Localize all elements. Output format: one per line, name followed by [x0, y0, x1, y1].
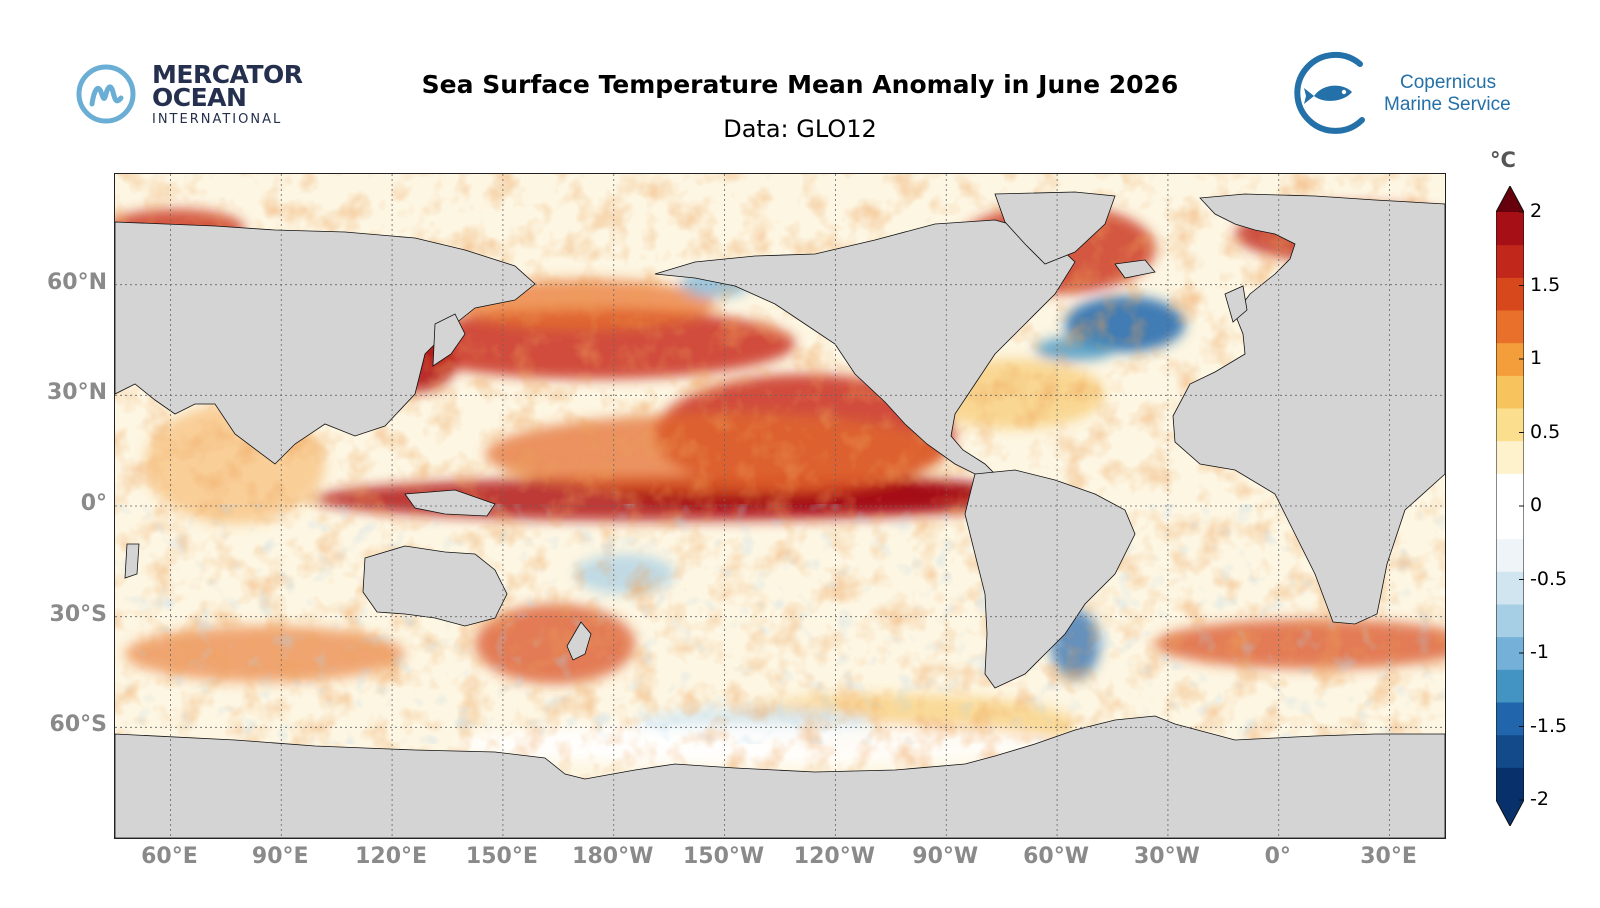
logo-left-line1: MERCATOR: [152, 60, 303, 89]
logo-right-line2: Marine Service: [1384, 94, 1511, 115]
lat-label: 60°S: [49, 712, 107, 738]
colorbar-segment: [1496, 212, 1524, 246]
land-antarctica: [115, 715, 1445, 838]
copernicus-marine-logo: Copernicus Marine Service: [1290, 48, 1540, 138]
land-japan: [432, 313, 466, 367]
land-europe-africa: [1172, 193, 1445, 625]
lat-label: 0°: [80, 491, 107, 516]
lon-label: 60°E: [141, 844, 198, 869]
land-iceland: [1114, 259, 1156, 279]
lon-label: 120°E: [355, 844, 428, 869]
land: [115, 191, 1445, 838]
land-south-america: [964, 469, 1136, 689]
colorbar-segment: [1496, 604, 1524, 638]
colorbar-tick-label: 1.5: [1530, 273, 1561, 296]
land-uk: [1224, 285, 1248, 323]
colorbar-tick-label: -1.5: [1530, 714, 1568, 737]
colorbar-extend-max: [1496, 186, 1524, 212]
land-asia: [115, 221, 536, 465]
lon-label: 30°W: [1133, 844, 1200, 869]
colorbar-segment: [1496, 506, 1524, 540]
lon-label: 150°E: [465, 844, 538, 869]
land-greenland: [994, 191, 1116, 265]
colorbar-segment: [1496, 538, 1524, 572]
logo-left-line2: OCEAN: [152, 83, 247, 112]
mercator-ocean-logo: MERCATOR OCEAN INTERNATIONAL: [74, 58, 314, 133]
lon-label: 60°W: [1023, 844, 1090, 869]
colorbar-tick-label: -1: [1530, 641, 1549, 663]
page-title: Sea Surface Temperature Mean Anomaly in …: [421, 70, 1179, 99]
mercator-m-icon: [76, 64, 136, 124]
land-new-zealand: [566, 621, 592, 661]
colorbar-segment: [1496, 244, 1524, 278]
sst-anomaly-map: [114, 173, 1446, 839]
colorbar-segment: [1496, 310, 1524, 344]
lon-label: 90°W: [912, 844, 979, 869]
colorbar: [1495, 184, 1525, 828]
fish-icon: [1294, 51, 1365, 134]
lon-label: 0°: [1264, 844, 1291, 869]
lon-label: 30°E: [1360, 844, 1417, 869]
logo-right-line1: Copernicus: [1400, 72, 1497, 93]
lon-label: 150°W: [682, 844, 765, 869]
colorbar-tick-label: -2: [1530, 788, 1549, 810]
colorbar-segment: [1496, 408, 1524, 442]
land-indonesia: [404, 489, 496, 517]
colorbar-segment: [1496, 734, 1524, 768]
gridlines: [115, 174, 1445, 838]
colorbar-tick-label: 0: [1530, 494, 1543, 516]
colorbar-segment: [1496, 669, 1524, 703]
colorbar-segment: [1496, 571, 1524, 605]
lat-label: 30°N: [46, 380, 107, 406]
lon-label: 120°W: [793, 844, 875, 869]
colorbar-segment: [1496, 767, 1524, 801]
colorbar-segment: [1496, 473, 1524, 507]
colorbar-segment: [1496, 702, 1524, 736]
land-madagascar: [124, 543, 140, 579]
colorbar-segment: [1496, 440, 1524, 474]
colorbar-segment: [1496, 375, 1524, 409]
colorbar-tick-label: 2: [1530, 200, 1543, 222]
colorbar-tick-label: -0.5: [1530, 567, 1568, 590]
page-subtitle: Data: GLO12: [723, 115, 877, 143]
cold-eddies: [115, 504, 1445, 744]
lon-label: 90°E: [251, 844, 309, 869]
land-north-america: [654, 219, 1076, 475]
lat-label: 60°N: [46, 269, 107, 295]
colorbar-extend-min: [1496, 800, 1524, 826]
lon-label: 180°W: [572, 844, 654, 869]
land-australia: [362, 545, 508, 627]
map-canvas: [115, 174, 1445, 838]
lat-label: 30°S: [49, 601, 107, 627]
colorbar-segment: [1496, 277, 1524, 311]
colorbar-unit: °C: [1490, 148, 1516, 172]
colorbar-tick-label: 0.5: [1530, 420, 1561, 443]
colorbar-svg: [1495, 184, 1525, 828]
logo-left-line3: INTERNATIONAL: [152, 112, 283, 127]
colorbar-tick-label: 1: [1530, 347, 1543, 369]
